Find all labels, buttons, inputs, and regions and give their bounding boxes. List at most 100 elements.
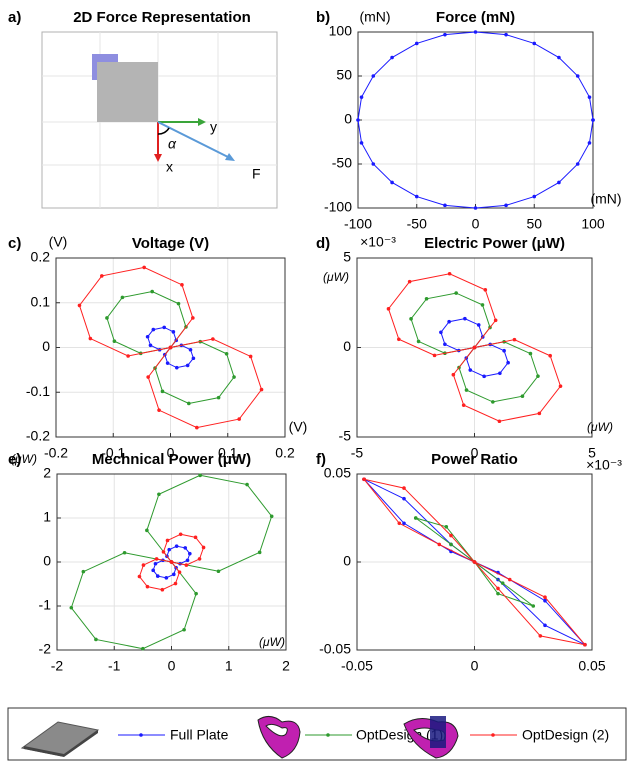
data-point <box>77 303 82 308</box>
x-tick-label: -1 <box>108 658 121 674</box>
data-point <box>178 532 183 537</box>
data-point <box>171 572 176 577</box>
data-point <box>183 546 188 550</box>
data-point <box>160 389 165 394</box>
data-point <box>502 348 506 353</box>
y-unit: (mN) <box>359 9 390 25</box>
force-arrow-head <box>225 153 235 161</box>
data-point <box>142 265 146 270</box>
data-point <box>112 339 117 344</box>
y-tick-label: 0 <box>43 553 51 569</box>
data-point <box>390 180 394 185</box>
data-point <box>443 203 447 208</box>
data-point <box>473 206 478 210</box>
y-tick-label: 0 <box>42 338 50 354</box>
y-unit: (μW) <box>11 452 37 466</box>
data-point <box>413 516 418 520</box>
y-tick-label: 0.1 <box>31 293 51 309</box>
force-arrow <box>157 121 229 158</box>
x-tick-label: 0.1 <box>218 445 238 461</box>
data-point <box>476 323 481 327</box>
y-tick-label: 100 <box>329 23 353 39</box>
data-point <box>472 345 477 350</box>
data-point <box>439 330 443 335</box>
data-point <box>506 360 510 365</box>
data-point <box>169 560 174 564</box>
y-tick-label: -1 <box>39 597 52 613</box>
x-tick-label: -5 <box>351 445 364 461</box>
data-point <box>371 74 376 78</box>
y-arrow-head <box>198 118 206 126</box>
y-tick-label: 0 <box>343 553 351 569</box>
y-tick-label: 0 <box>344 111 352 127</box>
data-point <box>160 587 165 592</box>
data-point <box>194 591 198 596</box>
data-point <box>543 598 547 603</box>
data-point <box>174 365 179 370</box>
axes-box <box>55 257 286 438</box>
diagram-frame <box>41 31 278 209</box>
data-point <box>371 162 376 166</box>
data-point <box>193 535 198 540</box>
data-point <box>237 417 241 421</box>
y-tick-label: 50 <box>336 67 352 83</box>
data-point <box>473 30 478 34</box>
panel-c: -0.2 -0.1 0 0.1 0.2 -0.2 -0.1 0 0.1 0.2 c) Voltage … <box>8 234 307 461</box>
data-point <box>184 563 189 567</box>
data-point <box>437 542 442 547</box>
x-tick-label: 0 <box>471 658 479 674</box>
data-point <box>182 627 186 632</box>
x-tick-label: 50 <box>526 216 542 232</box>
x-unit: (μW) <box>587 420 613 434</box>
data-point <box>447 271 452 276</box>
data-point <box>532 41 537 46</box>
data-point <box>191 356 196 361</box>
data-point <box>504 203 508 208</box>
data-point <box>557 55 561 60</box>
data-point <box>165 361 170 365</box>
design2-icon-bar <box>430 716 446 748</box>
data-point <box>504 32 508 37</box>
panel-d: -5 0 5 -5 0 5 d) Electric Power (μW) (μW) (μW) ×10… <box>316 234 622 473</box>
data-point <box>164 576 169 580</box>
panel-label: d) <box>316 235 330 252</box>
y-tick-label: -0.05 <box>319 641 351 657</box>
data-point <box>468 368 473 372</box>
data-point <box>444 525 449 529</box>
x-unit: (μW) <box>259 635 285 649</box>
chart-title: Mechnical Power (μW) <box>92 451 251 468</box>
data-point <box>532 194 537 199</box>
y-tick-label: 0 <box>343 338 351 354</box>
x-unit: (mN) <box>590 191 621 207</box>
x-tick-label: 0.05 <box>578 658 605 674</box>
data-point <box>414 194 419 199</box>
data-point <box>497 419 502 424</box>
angle-arc <box>157 127 170 135</box>
data-point <box>531 604 536 608</box>
x-tick-label: 0 <box>167 445 175 461</box>
data-point <box>491 400 495 404</box>
data-point <box>528 351 533 356</box>
data-point <box>464 388 469 392</box>
axes-box <box>356 257 593 438</box>
data-point <box>583 642 587 647</box>
data-point <box>472 560 477 564</box>
data-point <box>100 274 104 278</box>
y-tick-label: -0.1 <box>26 383 50 399</box>
data-point <box>449 533 453 538</box>
data-point <box>173 581 178 586</box>
y-label: y <box>210 119 217 135</box>
panel-a: a) 2D Force Representation y x α F <box>8 9 278 209</box>
data-point <box>153 561 158 566</box>
data-point <box>543 623 547 628</box>
data-point <box>167 547 172 552</box>
y-tick-label: 5 <box>343 249 351 265</box>
data-point <box>180 283 184 287</box>
x-tick-label: 100 <box>581 216 605 232</box>
data-point <box>151 568 155 573</box>
data-point <box>416 339 421 344</box>
x-tick-label: 2 <box>282 658 290 674</box>
data-point <box>359 141 364 145</box>
data-point <box>507 577 512 582</box>
